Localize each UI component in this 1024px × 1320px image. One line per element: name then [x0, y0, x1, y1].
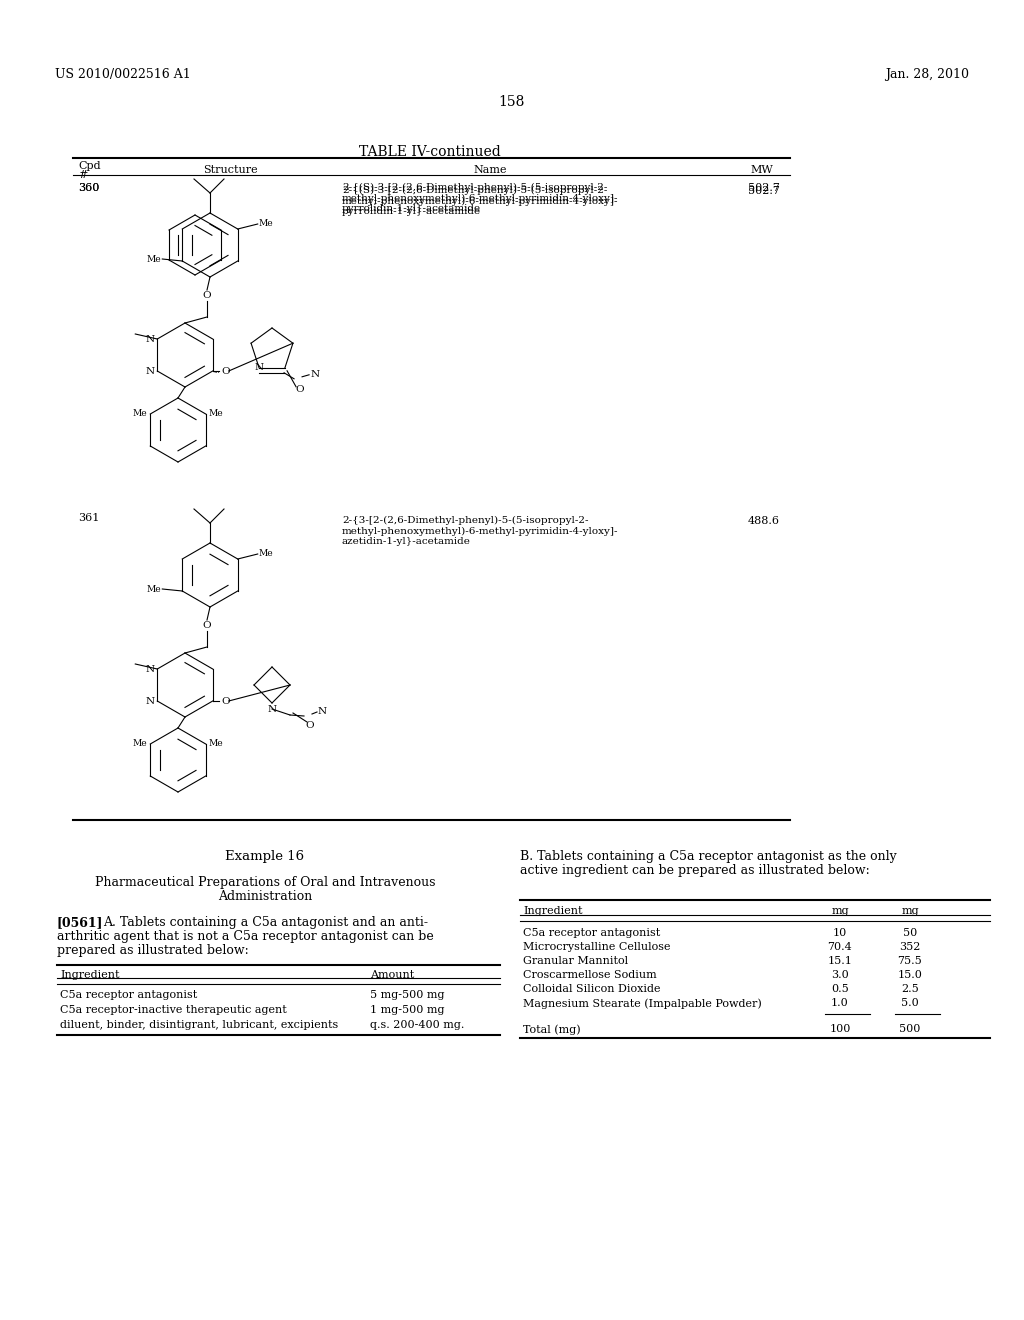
Text: O: O: [222, 367, 230, 375]
Text: 2-{3-[2-(2,6-Dimethyl-phenyl)-5-(5-isopropyl-2-
methyl-phenoxymethyl)-6-methyl-p: 2-{3-[2-(2,6-Dimethyl-phenyl)-5-(5-isopr…: [342, 516, 618, 546]
Text: Microcrystalline Cellulose: Microcrystalline Cellulose: [523, 942, 671, 952]
Text: 1 mg-500 mg: 1 mg-500 mg: [370, 1005, 444, 1015]
Text: O: O: [203, 620, 211, 630]
Text: N: N: [310, 371, 319, 379]
Text: N: N: [145, 367, 155, 375]
Text: Me: Me: [209, 739, 223, 748]
Text: 15.0: 15.0: [898, 970, 923, 979]
Text: 10: 10: [833, 928, 847, 939]
Text: 2-{(S)-3-[2-(2,6-Dimethyl-phenyl)-5-(5-isopropyl-2-
methyl-phenoxymethyl)-6-meth: 2-{(S)-3-[2-(2,6-Dimethyl-phenyl)-5-(5-i…: [342, 183, 618, 213]
Text: O: O: [296, 385, 304, 395]
Text: N: N: [145, 664, 155, 673]
Text: 360: 360: [78, 183, 99, 193]
Text: A. Tablets containing a C5a antagonist and an anti-: A. Tablets containing a C5a antagonist a…: [103, 916, 428, 929]
Text: N: N: [255, 363, 263, 372]
Text: Total (mg): Total (mg): [523, 1024, 581, 1035]
Text: Example 16: Example 16: [225, 850, 304, 863]
Text: Pharmaceutical Preparations of Oral and Intravenous: Pharmaceutical Preparations of Oral and …: [95, 876, 435, 888]
Text: Name: Name: [473, 165, 507, 176]
Text: Structure: Structure: [203, 165, 257, 176]
Text: active ingredient can be prepared as illustrated below:: active ingredient can be prepared as ill…: [520, 865, 869, 876]
Text: C5a receptor antagonist: C5a receptor antagonist: [523, 928, 660, 939]
Text: 488.6: 488.6: [748, 516, 780, 525]
Text: 360: 360: [78, 183, 99, 193]
Text: 50: 50: [903, 928, 918, 939]
Text: 500: 500: [899, 1024, 921, 1034]
Text: Me: Me: [146, 585, 162, 594]
Text: 502.7: 502.7: [748, 186, 780, 195]
Text: O: O: [222, 697, 230, 705]
Text: 502.7: 502.7: [748, 183, 780, 193]
Text: O: O: [203, 290, 211, 300]
Text: 70.4: 70.4: [827, 942, 852, 952]
Text: Amount: Amount: [370, 970, 415, 979]
Text: C5a receptor antagonist: C5a receptor antagonist: [60, 990, 198, 1001]
Text: 1.0: 1.0: [831, 998, 849, 1008]
Text: Jan. 28, 2010: Jan. 28, 2010: [885, 69, 969, 81]
Text: Granular Mannitol: Granular Mannitol: [523, 956, 628, 966]
Text: Me: Me: [259, 219, 273, 228]
Text: Ingredient: Ingredient: [60, 970, 120, 979]
Text: 158: 158: [499, 95, 525, 110]
Text: Me: Me: [209, 409, 223, 418]
Text: 100: 100: [829, 1024, 851, 1034]
Text: 3.0: 3.0: [831, 970, 849, 979]
Text: Me: Me: [146, 255, 162, 264]
Text: MW: MW: [750, 165, 773, 176]
Text: Me: Me: [133, 409, 147, 418]
Text: US 2010/0022516 A1: US 2010/0022516 A1: [55, 69, 190, 81]
Text: N: N: [267, 705, 276, 714]
Text: prepared as illustrated below:: prepared as illustrated below:: [57, 944, 249, 957]
Text: 2-{(S)-3-[2-(2,6-Dimethyl-phenyl)-5-(5-isopropyl-2-
methyl-phenoxymethyl)-6-meth: 2-{(S)-3-[2-(2,6-Dimethyl-phenyl)-5-(5-i…: [342, 186, 618, 216]
Text: 15.1: 15.1: [827, 956, 852, 966]
Text: Croscarmellose Sodium: Croscarmellose Sodium: [523, 970, 656, 979]
Text: 0.5: 0.5: [831, 983, 849, 994]
Text: O: O: [306, 721, 314, 730]
Text: 352: 352: [899, 942, 921, 952]
Text: C5a receptor-inactive therapeutic agent: C5a receptor-inactive therapeutic agent: [60, 1005, 287, 1015]
Text: [0561]: [0561]: [57, 916, 103, 929]
Text: B. Tablets containing a C5a receptor antagonist as the only: B. Tablets containing a C5a receptor ant…: [520, 850, 897, 863]
Text: 5.0: 5.0: [901, 998, 919, 1008]
Text: diluent, binder, disintigrant, lubricant, excipients: diluent, binder, disintigrant, lubricant…: [60, 1020, 338, 1030]
Text: 361: 361: [78, 513, 99, 523]
Text: q.s. 200-400 mg.: q.s. 200-400 mg.: [370, 1020, 464, 1030]
Text: Cpd: Cpd: [78, 161, 100, 172]
Text: 2.5: 2.5: [901, 983, 919, 994]
Text: ...: ...: [213, 367, 220, 375]
Text: N: N: [145, 697, 155, 705]
Text: Me: Me: [259, 549, 273, 558]
Text: Ingredient: Ingredient: [523, 906, 583, 916]
Text: N: N: [318, 708, 327, 717]
Text: 5 mg-500 mg: 5 mg-500 mg: [370, 990, 444, 1001]
Text: 75.5: 75.5: [898, 956, 923, 966]
Text: Me: Me: [133, 739, 147, 748]
Text: Magnesium Stearate (Impalpable Powder): Magnesium Stearate (Impalpable Powder): [523, 998, 762, 1008]
Text: TABLE IV-continued: TABLE IV-continued: [359, 145, 501, 158]
Text: Administration: Administration: [218, 890, 312, 903]
Text: mg: mg: [901, 906, 919, 916]
Text: Colloidal Silicon Dioxide: Colloidal Silicon Dioxide: [523, 983, 660, 994]
Text: N: N: [145, 334, 155, 343]
Text: arthritic agent that is not a C5a receptor antagonist can be: arthritic agent that is not a C5a recept…: [57, 931, 434, 942]
Text: mg: mg: [831, 906, 849, 916]
Text: #: #: [78, 170, 87, 180]
